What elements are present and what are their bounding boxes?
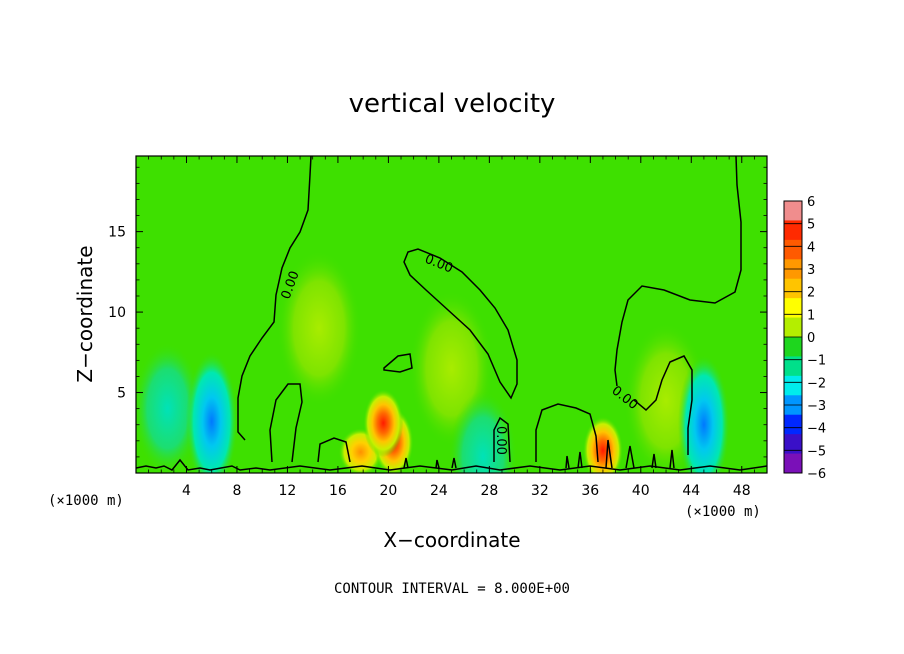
field-feature-downdraft-3 <box>136 342 202 473</box>
field-feature-weak_updraft-0 <box>276 250 361 407</box>
field-feature-downdraft-4 <box>449 390 518 473</box>
chart-title: vertical velocity <box>349 89 556 119</box>
colorbar-label-9: −3 <box>807 399 826 414</box>
x-axis: 4 8 12 16 20 24 28 32 36 40 44 48 <box>148 156 755 499</box>
x-tick-label-12: 12 <box>279 483 297 499</box>
colorbar-swatch-13 <box>784 453 802 474</box>
colorbar-label-8: −2 <box>807 376 826 391</box>
field-feature-updraft-10 <box>363 389 404 458</box>
colorbar-swatch-4 <box>784 278 802 299</box>
colorbar-swatch-6 <box>784 317 802 338</box>
colorbar-swatch-2 <box>784 239 802 260</box>
contour-line-cell-a <box>269 383 303 463</box>
contour-line-cell-d <box>535 403 599 463</box>
colorbar-swatch-0 <box>784 201 802 221</box>
colorbar-label-0: 6 <box>807 195 815 210</box>
colorbar-label-10: −4 <box>807 422 826 437</box>
zero-contours <box>136 156 767 471</box>
colorbar-label-2: 4 <box>807 240 815 255</box>
field-feature-updraft-9 <box>582 416 623 473</box>
x-tick-label-32: 32 <box>531 483 549 499</box>
colorbar: 6 5 4 3 2 1 0 −1 −2 −3 −4 −5 −6 <box>783 195 826 482</box>
x-tick-label-36: 36 <box>581 483 599 499</box>
x-tick-label-8: 8 <box>232 483 241 499</box>
y-tick-label-15: 15 <box>108 225 126 241</box>
contour-line-left <box>237 156 312 441</box>
contour-line-spikes <box>403 439 675 469</box>
y-tick-label-5: 5 <box>117 386 126 402</box>
contour-line-cell-b <box>317 437 351 463</box>
y-tick-label-10: 10 <box>108 305 126 321</box>
colorbar-swatch-9 <box>784 375 802 396</box>
colorbar-label-12: −6 <box>807 467 826 482</box>
field-feature-downdraft-7 <box>677 354 730 473</box>
plot-field: 0.00 0.00 0.00 0.00 <box>136 156 767 473</box>
x-tick-label-24: 24 <box>430 483 448 499</box>
x-axis-title: X−coordinate <box>383 528 520 552</box>
colorbar-label-5: 1 <box>807 308 815 323</box>
field-feature-downdraft-6 <box>185 351 238 473</box>
colorbar-label-1: 5 <box>807 218 815 233</box>
contour-line-right <box>614 156 742 387</box>
contour-line-surface <box>136 458 767 471</box>
x-tick-label-16: 16 <box>329 483 347 499</box>
x-tick-label-48: 48 <box>733 483 751 499</box>
colorbar-swatch-8 <box>784 356 802 377</box>
contour-line-right-lobe <box>633 355 693 455</box>
contour-line-cell-c <box>493 416 511 463</box>
colorbar-label-6: 0 <box>807 331 815 346</box>
y-axis: 5 10 15 <box>108 166 767 458</box>
contour-line-small-loop <box>383 353 413 373</box>
colorbar-swatch-12 <box>784 434 802 455</box>
x-tick-label-40: 40 <box>632 483 650 499</box>
contour-line-tongue <box>403 248 518 400</box>
x-tick-label-20: 20 <box>379 483 397 499</box>
colorbar-label-7: −1 <box>807 354 826 369</box>
colorbar-swatch-5 <box>784 298 802 319</box>
contour-interval-note: CONTOUR INTERVAL = 8.000E+00 <box>334 581 570 597</box>
contour-label-center: 0.00 <box>493 426 508 455</box>
colorbar-label-4: 2 <box>807 286 815 301</box>
colorbar-swatch-11 <box>784 414 802 435</box>
colorbar-swatch-7 <box>784 337 802 357</box>
y-axis-title: Z−coordinate <box>73 245 97 382</box>
x-tick-label-4: 4 <box>182 483 191 499</box>
x-unit-right: (×1000 m) <box>685 504 761 520</box>
colorbar-swatch-1 <box>784 220 802 241</box>
x-tick-label-44: 44 <box>682 483 700 499</box>
x-tick-label-28: 28 <box>480 483 498 499</box>
colorbar-label-11: −5 <box>807 444 826 459</box>
colorbar-label-3: 3 <box>807 263 815 278</box>
x-unit-left: (×1000 m) <box>48 493 124 509</box>
